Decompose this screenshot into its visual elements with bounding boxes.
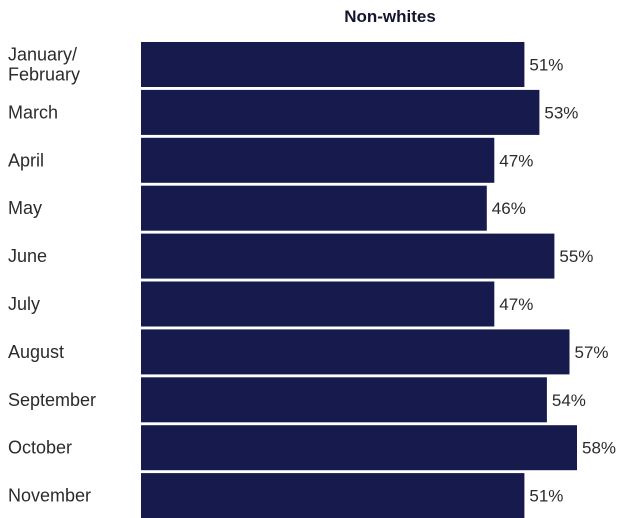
data-label: 51% xyxy=(529,487,563,506)
bar xyxy=(141,281,495,327)
bar xyxy=(141,137,495,183)
category-label: March xyxy=(8,102,58,122)
bar xyxy=(141,89,540,135)
category-label: January/ xyxy=(8,45,77,65)
data-label: 53% xyxy=(544,103,578,122)
category-label: June xyxy=(8,246,47,266)
bar xyxy=(141,233,555,279)
category-label: August xyxy=(8,342,64,362)
category-label: November xyxy=(8,486,91,506)
data-label: 51% xyxy=(529,56,563,75)
data-label: 57% xyxy=(575,343,609,362)
bar xyxy=(141,329,570,375)
category-label: October xyxy=(8,438,72,458)
bar xyxy=(141,473,525,518)
category-label: September xyxy=(8,390,96,410)
data-label: 46% xyxy=(492,199,526,218)
data-label: 58% xyxy=(582,439,616,458)
category-label: April xyxy=(8,150,44,170)
data-label: 47% xyxy=(499,151,533,170)
data-label: 54% xyxy=(552,391,586,410)
bar xyxy=(141,185,487,231)
data-label: 47% xyxy=(499,295,533,314)
bar xyxy=(141,42,525,87)
data-label: 55% xyxy=(559,247,593,266)
category-label: May xyxy=(8,198,42,218)
category-label: February xyxy=(8,65,80,85)
category-label: July xyxy=(8,294,40,314)
chart-title: Non-whites xyxy=(344,7,436,26)
bar xyxy=(141,425,577,471)
bar xyxy=(141,377,547,423)
